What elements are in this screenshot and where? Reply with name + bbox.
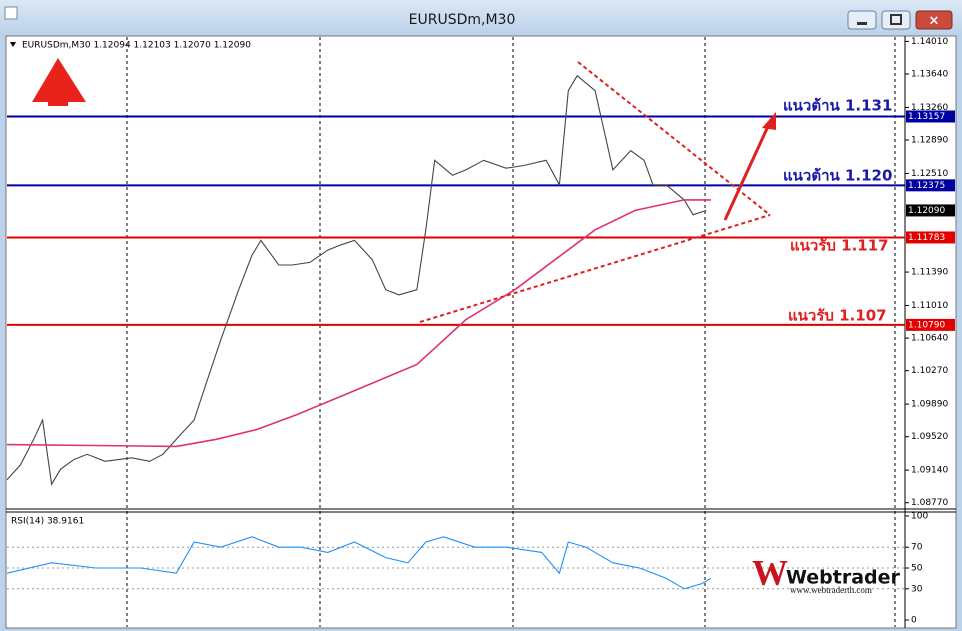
rsi-pane: RSI(14) 38.9161 0 30 50 70 100 bbox=[6, 512, 928, 626]
y-tick-label: 1.10270 bbox=[911, 366, 948, 376]
y-tick-label: 1.09140 bbox=[911, 466, 948, 476]
price-label-bg bbox=[906, 318, 955, 331]
y-tick-label: 100 bbox=[911, 512, 928, 522]
y-tick-label: 1.09520 bbox=[911, 432, 948, 442]
price-label: 1.12375 bbox=[908, 181, 945, 191]
annotation: แนวรับ 1.107 bbox=[788, 307, 887, 325]
price-label-bg bbox=[906, 179, 955, 192]
maximize-icon bbox=[890, 14, 902, 25]
close-button[interactable] bbox=[915, 10, 953, 30]
annotation: แนวรับ 1.117 bbox=[790, 237, 889, 255]
window-buttons[interactable]: × bbox=[847, 10, 953, 30]
pane-title: EURUSDm,M30 1.12094 1.12103 1.12070 1.12… bbox=[22, 41, 251, 51]
main-pane: EURUSDm,M30 1.12094 1.12103 1.12070 1.12… bbox=[6, 37, 955, 508]
y-tick-label: 70 bbox=[911, 543, 923, 553]
y-tick-label: 1.11010 bbox=[911, 301, 948, 311]
current-price: 1.12090 bbox=[908, 206, 945, 216]
price-label-bg bbox=[906, 231, 955, 244]
y-tick-label: 1.14010 bbox=[911, 37, 948, 47]
pane-title: RSI(14) 38.9161 bbox=[11, 517, 84, 527]
logo: W Webtrader www.webtraderth.com bbox=[752, 552, 901, 595]
forecast-arrow bbox=[723, 121, 772, 221]
logo-url: www.webtraderth.com bbox=[790, 585, 872, 595]
maximize-button[interactable] bbox=[881, 10, 911, 30]
window-title: EURUSDm,M30 bbox=[409, 12, 516, 28]
current-price-bg bbox=[906, 204, 955, 217]
y-tick-label: 1.12890 bbox=[911, 136, 948, 146]
price-label-bg bbox=[906, 110, 955, 123]
y-tick-label: 1.11390 bbox=[911, 268, 948, 278]
up-arrow bbox=[32, 58, 86, 106]
trend-line bbox=[419, 214, 771, 323]
y-tick-label: 0 bbox=[911, 616, 917, 626]
y-tick-label: 1.10640 bbox=[911, 334, 948, 344]
y-tick-label: 1.12510 bbox=[911, 169, 948, 179]
price-label: 1.11783 bbox=[908, 233, 945, 243]
minimize-icon bbox=[857, 22, 867, 25]
annotation: แนวต้าน 1.120 bbox=[783, 167, 892, 185]
y-tick-label: 1.08770 bbox=[911, 498, 948, 508]
series-line bbox=[6, 199, 711, 448]
time-grid bbox=[126, 37, 896, 627]
annotation: แนวต้าน 1.131 bbox=[783, 97, 892, 115]
series-line bbox=[6, 536, 712, 590]
y-tick-label: 30 bbox=[911, 584, 923, 594]
y-tick-label: 50 bbox=[911, 564, 923, 574]
price-label: 1.10790 bbox=[908, 320, 945, 330]
forecast-arrow-head bbox=[762, 112, 776, 130]
logo-name: Webtrader bbox=[786, 567, 901, 589]
logo-w: W bbox=[752, 552, 788, 592]
minimize-button[interactable] bbox=[847, 10, 877, 30]
window-icon bbox=[4, 6, 18, 20]
price-label: 1.13157 bbox=[908, 112, 945, 122]
chart-area bbox=[5, 35, 957, 629]
close-icon: × bbox=[929, 14, 940, 29]
y-tick-label: 1.09890 bbox=[911, 400, 948, 410]
pane-marker bbox=[10, 42, 16, 47]
y-tick-label: 1.13640 bbox=[911, 69, 948, 79]
title-bar bbox=[0, 0, 962, 34]
y-tick-label: 1.13260 bbox=[911, 103, 948, 113]
series-line bbox=[6, 74, 707, 486]
